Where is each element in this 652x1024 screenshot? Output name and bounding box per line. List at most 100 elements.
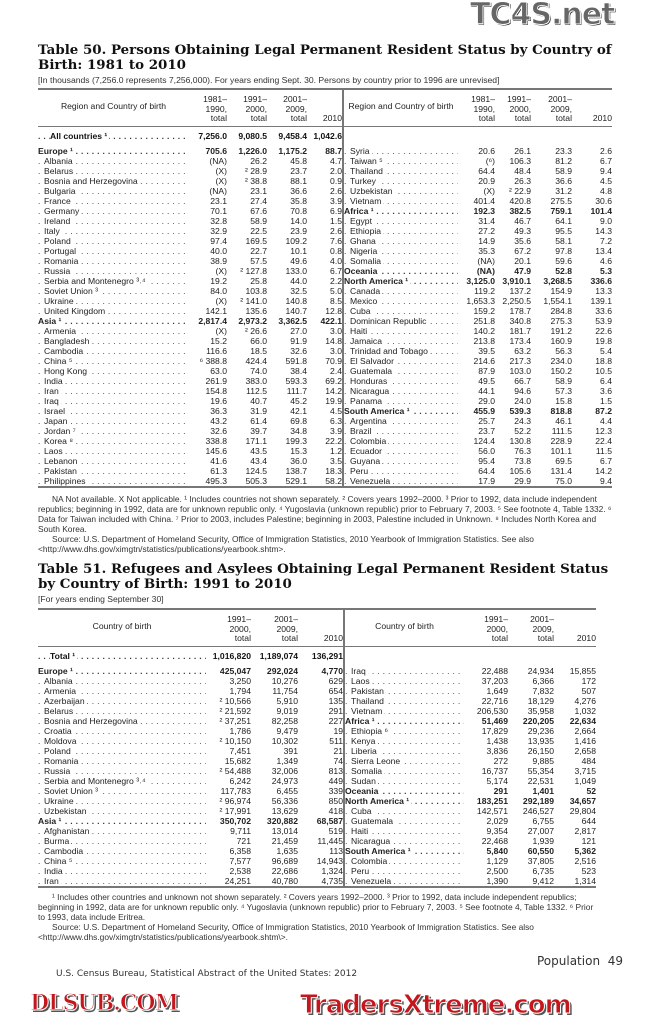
page-num: 49: [607, 954, 623, 968]
country-name: Canada: [342, 286, 458, 296]
value-cell: 74: [333, 756, 343, 766]
value-cell: 29,804: [569, 806, 596, 816]
country-label: Cambodia: [44, 346, 86, 356]
value-cell: 64.4: [478, 166, 495, 176]
value-cell: 58.2: [325, 476, 342, 486]
value-cell: 206,530: [476, 706, 508, 716]
column-header: 2001– 2009, total: [530, 614, 554, 643]
country-name: Iran: [38, 386, 189, 396]
title-line: Table 50. Persons Obtaining Legal Perman…: [38, 42, 612, 58]
value-cell: (⁶): [485, 156, 495, 166]
value-cell: 32,006: [271, 766, 298, 776]
value-cell: 7.6: [330, 236, 342, 246]
country-name: Soviet Union ³: [38, 286, 189, 296]
table-row: Moldova ² 10,150 10,302 511 Kenya 1,438 13,935…: [38, 736, 596, 746]
total-row: All countries ¹ 7,256.0 9,080.5 9,458.4 1,04…: [38, 131, 612, 141]
value-cell: 2,817: [574, 826, 596, 836]
country-label: Belarus: [44, 706, 76, 716]
value-cell: 191.2: [550, 326, 572, 336]
country-name: India: [38, 376, 189, 386]
value-cell: 3.9: [330, 196, 342, 206]
country-label: Mexico: [350, 296, 380, 306]
spacer-row: [38, 141, 612, 146]
country-label: Korea ⁸: [44, 436, 75, 446]
value-cell: 88.7: [325, 146, 342, 156]
value-cell: 42.1: [290, 406, 307, 416]
table-row: Iran 24,251 40,780 4,735 Venezuela 1,390 9,412…: [38, 876, 596, 887]
value-cell: 6,242: [229, 776, 251, 786]
value-cell: 523: [581, 866, 596, 876]
value-cell: 13.3: [595, 286, 612, 296]
value-cell: 48.4: [514, 166, 531, 176]
country-label: Armenia: [44, 326, 78, 336]
value-cell: 12.3: [595, 426, 612, 436]
value-cell: 105.6: [509, 466, 531, 476]
value-cell: 40,780: [271, 876, 298, 886]
country-name: Romania: [38, 756, 206, 766]
country-label: Germany: [44, 206, 82, 216]
country-name: Venezuela: [343, 876, 464, 887]
value-cell: 13,935: [527, 736, 554, 746]
value-cell: 11.5: [595, 446, 612, 456]
value-cell: 36.6: [290, 186, 307, 196]
value-cell: 23.1: [250, 186, 267, 196]
value-cell: 111.5: [551, 426, 572, 436]
value-cell: 21: [333, 746, 343, 756]
value-cell: 14.0: [290, 216, 307, 226]
value-cell: 14.8: [325, 336, 342, 346]
country-label: Syria: [350, 146, 372, 156]
country-label: Japan: [44, 416, 70, 426]
value-cell: 338.8: [205, 436, 227, 446]
country-label: Somalia: [351, 766, 385, 776]
country-label: Dominican Republic: [350, 316, 429, 326]
value-cell: 133.0: [285, 266, 307, 276]
country-name: Nicaragua: [343, 836, 464, 846]
empty-cell: [343, 651, 464, 661]
value-cell: 44.1: [478, 386, 495, 396]
value-cell: 9,885: [532, 756, 554, 766]
value-cell: 84.0: [210, 286, 227, 296]
country-label: Italy: [44, 226, 62, 236]
value-cell: 3,836: [486, 746, 508, 756]
country-name: Thailand: [343, 696, 464, 706]
value-cell: 251.8: [473, 316, 495, 326]
value-cell: 391: [283, 746, 298, 756]
table51-notes: ¹ Includes other countries and unknown n…: [38, 892, 598, 942]
value-cell: 4.5: [330, 406, 342, 416]
value-cell: 124.5: [245, 466, 267, 476]
country-label: Guatemala: [351, 816, 396, 826]
country-name: Bosnia and Herzegovina: [38, 716, 206, 726]
table-row: Serbia and Montenegro ³˒⁴ 6,242 24,973 449 S…: [38, 776, 596, 786]
country-name: Africa ¹: [342, 206, 458, 216]
column-header: 1981– 1990, total: [471, 94, 495, 123]
country-label: North America ¹: [344, 276, 411, 286]
table-row: Portugal 40.0 22.7 10.1 0.8 Nigeria 35.3 67.2 97…: [38, 246, 612, 256]
country-label: Romania: [44, 256, 81, 266]
value-cell: 24,251: [224, 876, 251, 886]
value-cell: 1,649: [486, 686, 508, 696]
value-cell: ² 21,592: [219, 706, 251, 716]
value-cell: 97.4: [210, 236, 227, 246]
value-cell: ² 22.9: [509, 186, 531, 196]
value-cell: 1,438: [486, 736, 508, 746]
value-cell: 43.2: [210, 416, 227, 426]
value-cell: 336.6: [590, 276, 612, 286]
value-cell: 275.3: [550, 316, 572, 326]
value-cell: ² 10,566: [219, 696, 251, 706]
country-name: Brazil: [342, 426, 458, 436]
value-cell: 6.4: [600, 376, 612, 386]
value-cell: 55,354: [527, 766, 554, 776]
country-name: Korea ⁸: [38, 436, 189, 446]
country-name: Europe ¹: [38, 666, 206, 676]
value-cell: 58.1: [555, 236, 572, 246]
country-label: Serbia and Montenegro ³˒⁴: [44, 276, 148, 286]
value-cell: 57.3: [555, 386, 572, 396]
country-name: Panama: [342, 396, 458, 406]
value-cell: 32.5: [290, 286, 307, 296]
value-cell: 68,587: [316, 816, 343, 826]
column-header: Country of birth: [92, 621, 152, 631]
country-name: Lebanon: [38, 456, 189, 466]
value-cell: 13,014: [271, 826, 298, 836]
value-cell: (X): [215, 176, 227, 186]
value-cell: 38.4: [290, 366, 307, 376]
